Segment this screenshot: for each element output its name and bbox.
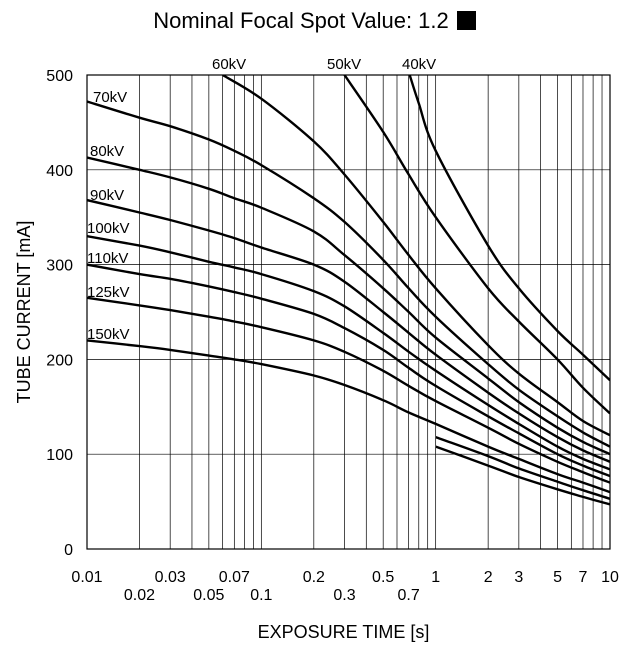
curves [87, 75, 610, 506]
x-axis-label: EXPOSURE TIME [s] [258, 622, 430, 642]
tick-labels: 0.01 0.03 0.07 0.2 0.5 1 2 3 5 7 10 0.02 0.05 0.1 0.3 0… [46, 68, 619, 604]
curve-110kv [87, 263, 610, 478]
y-tick-label: 0 [64, 542, 73, 559]
series-label-150kv: 150kV [87, 326, 130, 343]
x-tick-label: 3 [514, 569, 523, 586]
x-tick-label: 0.05 [193, 587, 224, 604]
x-tick-label: 0.3 [333, 587, 355, 604]
x-tick-label: 0.03 [155, 569, 186, 586]
series-label-40kv: 40kV [402, 56, 436, 73]
x-tick-label: 1 [431, 569, 440, 586]
y-tick-label: 300 [46, 258, 73, 275]
chart-title: Nominal Focal Spot Value: 1.2 [0, 8, 629, 34]
curve-80kv [87, 156, 610, 456]
y-tick-label: 500 [46, 68, 73, 85]
y-tick-label: 400 [46, 163, 73, 180]
series-label-70kv: 70kV [93, 89, 127, 106]
x-tick-label: 0.5 [372, 569, 394, 586]
series-label-90kv: 90kV [90, 187, 124, 204]
series-label-110kv: 110kV [87, 250, 128, 267]
series-label-60kv: 60kV [212, 56, 246, 73]
curve-unlabeled [435, 445, 610, 506]
curve-90kv [87, 198, 610, 463]
x-tick-label: 0.07 [219, 569, 250, 586]
x-tick-label: 0.1 [250, 587, 272, 604]
x-tick-label: 0.01 [71, 569, 102, 586]
x-tick-label: 0.7 [398, 587, 420, 604]
x-tick-label: 0.02 [124, 587, 155, 604]
x-tick-label: 10 [601, 569, 619, 586]
grid-lines [87, 75, 610, 549]
curve-unlabeled [435, 435, 610, 500]
x-tick-label: 5 [553, 569, 562, 586]
series-label-125kv: 125kV [87, 284, 130, 301]
series-labels: 40kV 50kV 60kV 70kV 80kV 90kV 100kV 110kV 125kV 1… [87, 56, 436, 343]
curve-125kv [87, 296, 610, 484]
curve-50kv [343, 75, 610, 415]
curve-40kv [408, 75, 610, 382]
x-tick-label: 7 [579, 569, 588, 586]
x-tick-label: 2 [484, 569, 493, 586]
curve-70kv [87, 100, 610, 448]
curve-60kv [222, 75, 610, 437]
focal-spot-square-icon [456, 11, 476, 30]
plot-frame [86, 74, 611, 550]
y-axis-label: TUBE CURRENT [mA] [14, 221, 34, 404]
series-label-50kv: 50kV [327, 56, 361, 73]
series-label-100kv: 100kV [87, 220, 130, 237]
y-tick-label: 100 [46, 447, 73, 464]
series-label-80kv: 80kV [90, 143, 124, 160]
curve-100kv [87, 235, 610, 471]
chart-title-text: Nominal Focal Spot Value: 1.2 [153, 8, 449, 33]
x-tick-label: 0.2 [303, 569, 325, 586]
curve-150kv [87, 339, 610, 494]
y-tick-label: 200 [46, 352, 73, 369]
